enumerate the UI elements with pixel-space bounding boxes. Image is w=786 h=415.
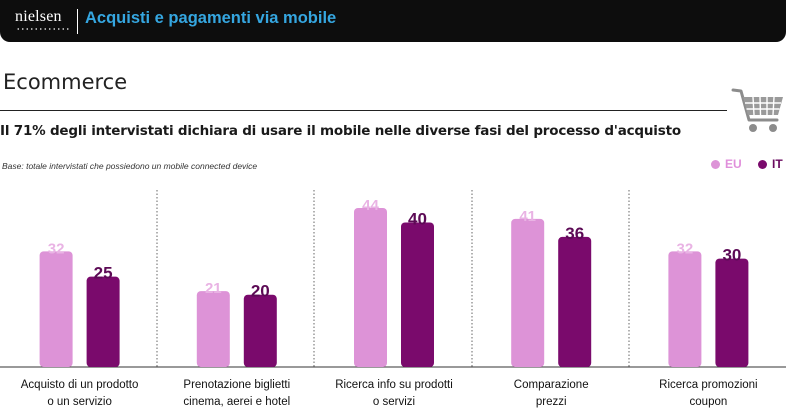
category-label: o servizi: [373, 396, 415, 408]
bar-it: [558, 236, 592, 367]
data-label-it: 40: [408, 209, 427, 228]
data-label-eu: 44: [362, 197, 379, 214]
section-rule: [0, 110, 727, 111]
bar-eu: [196, 291, 230, 367]
bar-it: [243, 294, 277, 367]
data-label-eu: 32: [48, 240, 65, 257]
legend-item-eu: EU: [711, 157, 742, 171]
logo-dots: [16, 28, 70, 30]
category-label: cinema, aerei e hotel: [183, 396, 290, 408]
base-note: Base: totale intervistati che possiedono…: [2, 161, 258, 171]
bar-eu: [511, 218, 545, 367]
cart-icon: [731, 88, 783, 132]
legend-item-it: IT: [758, 157, 783, 171]
data-label-it: 25: [94, 264, 113, 283]
category-label: Ricerca info su prodotti: [335, 379, 453, 391]
bar-eu: [668, 251, 702, 367]
bar-it: [401, 222, 434, 367]
category-label: prezzi: [536, 396, 567, 408]
category-label: Acquisto di un prodotto: [21, 379, 139, 391]
headline: Il 71% degli intervistati dichiara di us…: [0, 123, 681, 139]
data-label-it: 36: [565, 224, 584, 243]
bar-chart: 32 25 Acquisto di un prodotto o un servizio…: [0, 190, 786, 408]
category-label: Comparazione: [514, 379, 589, 391]
bar-eu: [39, 251, 73, 367]
data-label-it: 20: [251, 282, 270, 301]
data-label-it: 30: [722, 246, 741, 265]
header-title: Acquisti e pagamenti via mobile: [85, 9, 337, 27]
category-label: Prenotazione biglietti: [183, 379, 290, 391]
section-title: Ecommerce: [3, 70, 128, 94]
category-label: o un servizio: [47, 396, 112, 408]
data-label-eu: 21: [205, 280, 222, 297]
legend-label-eu: EU: [725, 157, 742, 171]
header-bar: nielsen Acquisti e pagamenti via mobile: [0, 0, 786, 42]
legend-swatch-it: [758, 160, 767, 169]
data-label-eu: 32: [677, 240, 694, 257]
legend-label-it: IT: [772, 157, 783, 171]
bar-it: [86, 276, 120, 367]
data-label-eu: 41: [519, 208, 536, 225]
nielsen-logo: nielsen: [15, 8, 62, 25]
category-label: Ricerca promozioni: [659, 379, 757, 391]
category-label: coupon: [690, 396, 728, 408]
header-divider: [77, 9, 78, 34]
bar-eu: [354, 208, 387, 367]
bar-it: [715, 258, 749, 367]
legend-swatch-eu: [711, 160, 720, 169]
